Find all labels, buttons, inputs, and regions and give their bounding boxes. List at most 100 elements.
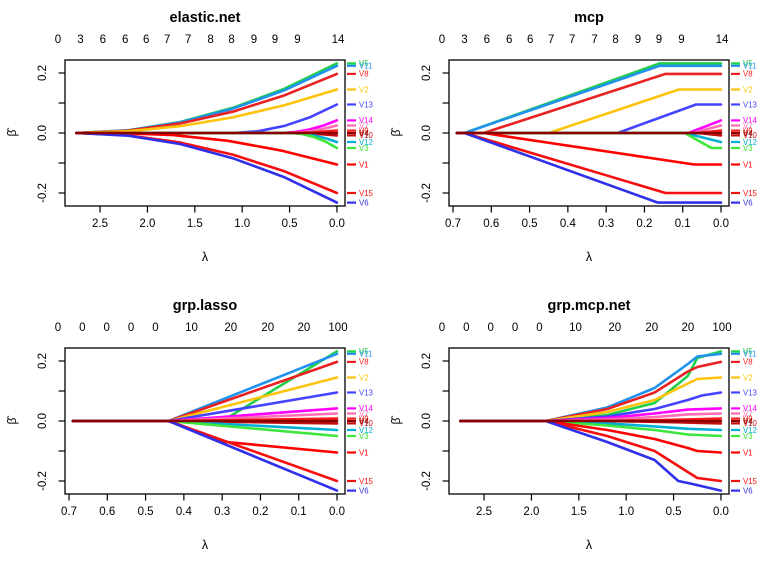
series-line-V6 [75, 131, 339, 204]
var-label-V4: V4 [359, 129, 369, 138]
series-line-V8 [455, 72, 723, 135]
x-tick-label: 0.0 [329, 506, 345, 518]
top-axis-label: 8 [228, 34, 234, 46]
top-axis-label: 6 [100, 34, 106, 46]
top-axis-label: 6 [527, 34, 533, 46]
var-label-V6: V6 [359, 198, 369, 207]
var-label-V7: V7 [359, 409, 369, 418]
series-line-V15 [71, 419, 339, 483]
x-axis-title: λ [202, 250, 209, 264]
top-axis-label: 20 [224, 322, 237, 334]
y-tick-label: 0.2 [37, 65, 49, 81]
x-tick-label: 0.1 [675, 218, 691, 230]
top-axis-label: 100 [712, 322, 731, 334]
top-axis-label: 6 [122, 34, 128, 46]
y-tick-label: 0.2 [421, 353, 433, 369]
var-label-V10: V10 [359, 131, 374, 140]
var-label-V12: V12 [359, 426, 373, 435]
panel-grp-mcp-net: grp.mcp.net 0 0 0 0 0 10 20 20 20 100 -0.2 0.0 0.2 2.5… [389, 298, 758, 552]
var-label-V15: V15 [359, 477, 374, 486]
panel-elastic-net: elastic.net 0 3 6 6 6 7 7 8 8 9 9 9 14 -0.2 0.0 0.2 2.5 2.… [5, 10, 374, 264]
var-label-V13: V13 [359, 100, 373, 109]
y-tick-label: -0.2 [37, 183, 49, 203]
x-tick-label: 0.6 [483, 218, 499, 230]
y-axis-title: β̂ [5, 416, 19, 425]
top-axis-label: 7 [569, 34, 575, 46]
top-axis-label: 10 [569, 322, 582, 334]
var-label-V7: V7 [359, 121, 369, 130]
var-label-V3: V3 [743, 144, 753, 153]
var-label-V10: V10 [359, 419, 374, 428]
var-label-V2: V2 [743, 85, 753, 94]
var-label-V5: V5 [743, 59, 753, 68]
panel-title: mcp [574, 10, 604, 26]
series-line-V2 [75, 88, 339, 135]
var-label-V8: V8 [359, 358, 369, 367]
series-line-V15 [459, 419, 723, 483]
var-label-V3: V3 [359, 144, 369, 153]
y-tick-label: -0.2 [421, 471, 433, 491]
top-axis-label: 9 [251, 34, 257, 46]
top-axis-label: 8 [207, 34, 213, 46]
var-label-V13: V13 [359, 388, 373, 397]
top-axis-label: 7 [185, 34, 191, 46]
top-axis-label: 0 [463, 322, 469, 334]
x-axis-title: λ [586, 250, 593, 264]
panel-title: grp.mcp.net [548, 298, 631, 314]
x-tick-label: 2.0 [523, 506, 539, 518]
x-tick-label: 0.4 [176, 506, 193, 518]
top-axis-label: 9 [656, 34, 662, 46]
var-label-V1: V1 [743, 160, 753, 169]
top-axis-label: 0 [536, 322, 542, 334]
top-axis-label: 20 [681, 322, 694, 334]
panel-grp-lasso: grp.lasso 0 0 0 0 0 10 20 20 20 100 -0.2 0.0 0.2 0.7 0.… [5, 298, 374, 552]
var-label-V12: V12 [743, 426, 757, 435]
panel-title: elastic.net [170, 10, 241, 26]
var-label-V5: V5 [359, 59, 369, 68]
var-label-V7: V7 [743, 121, 753, 130]
var-label-V6: V6 [743, 486, 753, 495]
x-axis-title: λ [586, 538, 593, 552]
top-axis-label: 0 [512, 322, 518, 334]
x-tick-label: 2.0 [139, 218, 155, 230]
panel-title: grp.lasso [173, 298, 238, 314]
var-label-V4: V4 [359, 417, 369, 426]
var-label-V10: V10 [743, 419, 758, 428]
x-tick-label: 2.5 [476, 506, 492, 518]
var-label-V11: V11 [359, 350, 372, 359]
var-label-V2: V2 [743, 373, 753, 382]
var-label-V2: V2 [359, 373, 369, 382]
y-tick-label: -0.2 [37, 471, 49, 491]
top-axis-label: 0 [79, 322, 85, 334]
top-axis-label: 0 [55, 322, 61, 334]
var-label-V13: V13 [743, 388, 757, 397]
top-axis-label: 7 [548, 34, 554, 46]
var-label-V14: V14 [743, 116, 758, 125]
x-tick-label: 0.5 [666, 506, 682, 518]
top-axis-label: 20 [608, 322, 621, 334]
var-label-V9: V9 [359, 414, 369, 423]
y-tick-label: -0.2 [421, 183, 433, 203]
top-axis-label: 14 [716, 34, 729, 46]
top-axis-label: 9 [678, 34, 684, 46]
var-label-V4: V4 [743, 129, 753, 138]
x-axis-title: λ [202, 538, 209, 552]
var-label-V13: V13 [743, 100, 757, 109]
top-axis-label: 6 [506, 34, 512, 46]
var-label-V12: V12 [359, 138, 373, 147]
x-tick-label: 0.6 [99, 506, 115, 518]
top-axis-label: 3 [77, 34, 83, 46]
top-axis-label: 7 [591, 34, 597, 46]
x-tick-label: 0.5 [138, 506, 154, 518]
var-label-V3: V3 [743, 432, 753, 441]
x-tick-label: 0.0 [329, 218, 345, 230]
var-label-V15: V15 [359, 189, 374, 198]
y-axis-title: β̂ [389, 128, 403, 137]
y-tick-label: 0.0 [421, 413, 433, 429]
x-tick-label: 1.0 [618, 506, 634, 518]
y-tick-label: 0.0 [37, 413, 49, 429]
var-label-V10: V10 [743, 131, 758, 140]
top-axis-label: 8 [612, 34, 618, 46]
var-label-V7: V7 [743, 409, 753, 418]
